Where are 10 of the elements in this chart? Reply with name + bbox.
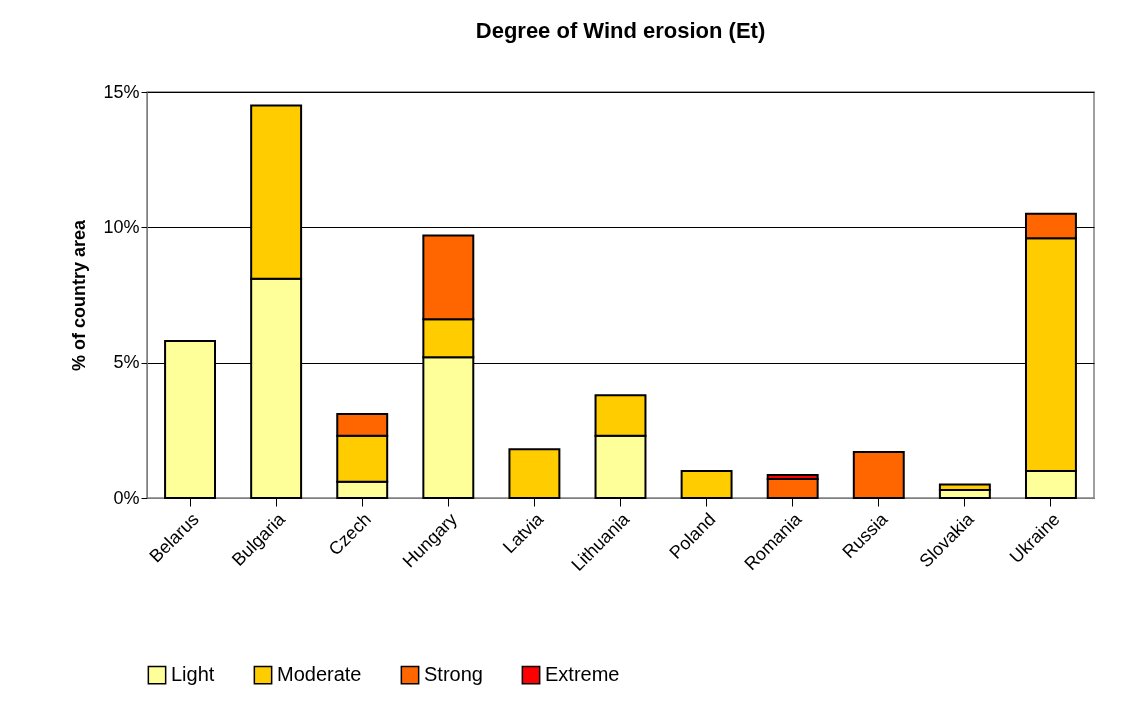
legend-label: Extreme [545, 663, 620, 686]
legend-label: Strong [424, 663, 483, 686]
legend-label: Moderate [277, 663, 362, 686]
chart-title: Degree of Wind erosion (Et) [475, 18, 766, 43]
y-tick-label: 10% [103, 216, 140, 237]
y-tick-label: 5% [113, 352, 140, 373]
y-tick-label: 0% [113, 487, 140, 508]
y-axis-title: % of country area [69, 218, 90, 372]
y-tick-label: 15% [103, 81, 140, 102]
legend-label: Light [171, 663, 215, 686]
